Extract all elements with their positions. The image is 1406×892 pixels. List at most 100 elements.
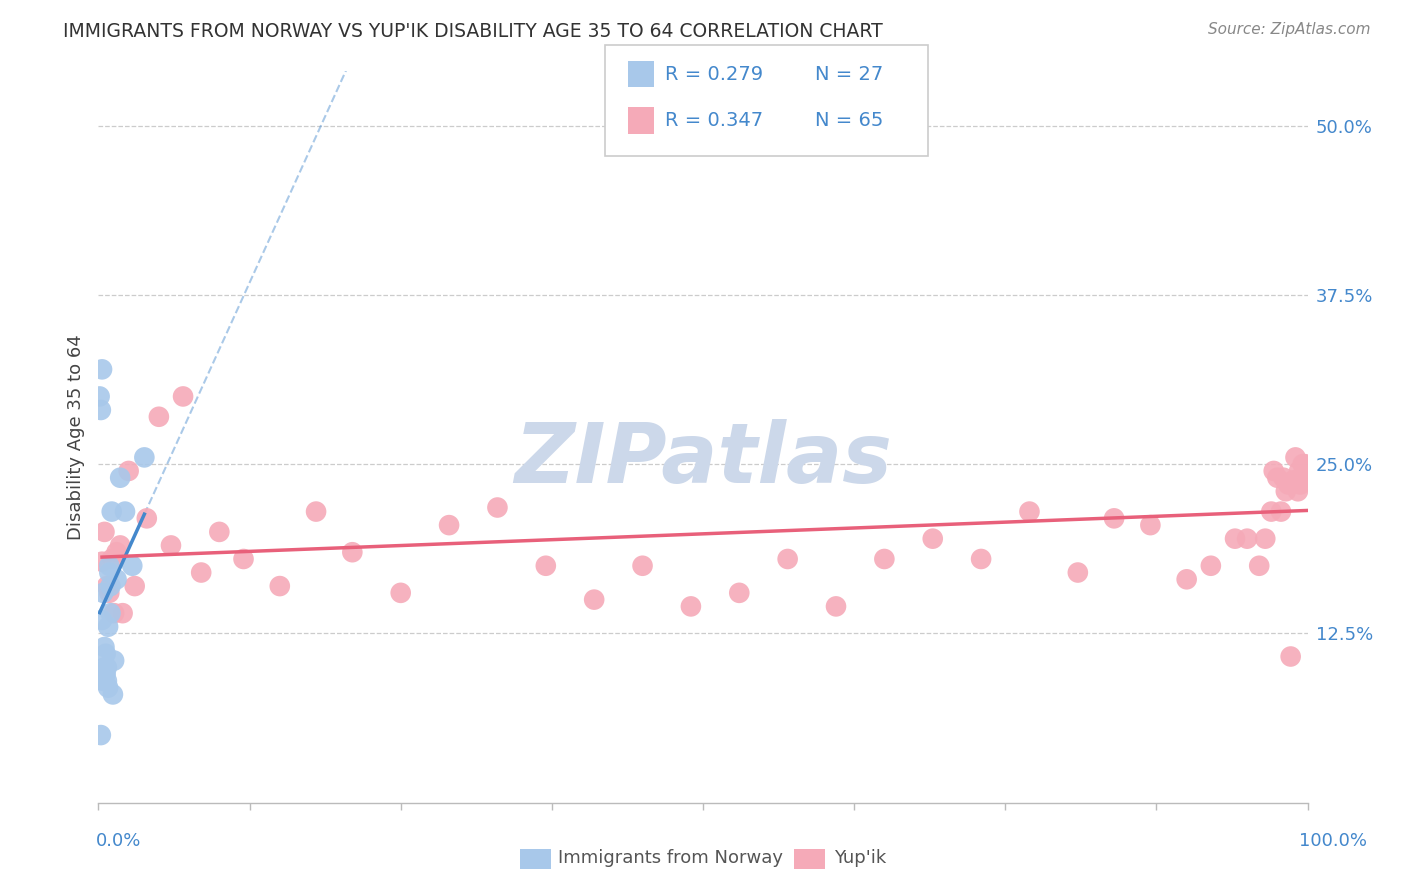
Point [160, 538, 183, 552]
Point [135, 511, 157, 525]
Point [1249, 558, 1271, 573]
Point [631, 558, 654, 573]
Point [1270, 505, 1292, 519]
Point [1275, 484, 1298, 499]
Text: 100.0%: 100.0% [1299, 832, 1367, 850]
Point [679, 599, 702, 614]
Point [105, 572, 128, 586]
Point [90, 403, 112, 417]
Point [98, 586, 121, 600]
Point [96, 660, 118, 674]
Point [100, 552, 122, 566]
Point [111, 606, 134, 620]
Point [1284, 450, 1306, 465]
Point [873, 552, 896, 566]
Y-axis label: Disability Age 35 to 64: Disability Age 35 to 64 [66, 334, 84, 540]
Point [1067, 566, 1090, 580]
Point [486, 500, 509, 515]
Point [94, 667, 117, 681]
Text: R = 0.347: R = 0.347 [665, 111, 763, 130]
Point [1296, 471, 1319, 485]
Point [776, 552, 799, 566]
Point [1296, 464, 1319, 478]
Point [108, 538, 131, 552]
Point [114, 505, 136, 519]
Point [1139, 518, 1161, 533]
Point [100, 579, 122, 593]
Text: Source: ZipAtlas.com: Source: ZipAtlas.com [1208, 22, 1371, 37]
Text: 0.0%: 0.0% [96, 832, 141, 850]
Point [305, 505, 328, 519]
Point [1295, 464, 1317, 478]
Text: ZIPatlas: ZIPatlas [515, 418, 891, 500]
Point [1267, 471, 1289, 485]
Point [97, 620, 120, 634]
Text: Yup'ik: Yup'ik [834, 849, 886, 867]
Point [91, 613, 114, 627]
Point [1295, 471, 1317, 485]
Point [1260, 505, 1282, 519]
Point [437, 518, 460, 533]
Point [101, 688, 124, 702]
Point [1288, 464, 1310, 478]
Text: R = 0.279: R = 0.279 [665, 64, 763, 84]
Point [825, 599, 848, 614]
Point [118, 464, 141, 478]
Point [98, 566, 121, 580]
Point [134, 450, 156, 465]
Point [91, 673, 114, 688]
Point [921, 532, 943, 546]
Point [100, 505, 122, 519]
Point [103, 606, 125, 620]
Point [970, 552, 993, 566]
Point [1018, 505, 1040, 519]
Text: N = 27: N = 27 [815, 64, 884, 84]
Point [91, 586, 114, 600]
Point [208, 524, 231, 539]
Point [269, 579, 291, 593]
Point [94, 647, 117, 661]
Text: N = 65: N = 65 [815, 111, 884, 130]
Point [1292, 457, 1315, 471]
Point [728, 586, 751, 600]
Point [98, 558, 121, 573]
Point [1223, 532, 1246, 546]
Point [93, 640, 115, 654]
Point [91, 362, 114, 376]
Point [389, 586, 412, 600]
Point [1279, 649, 1302, 664]
Point [93, 660, 115, 674]
Point [1263, 464, 1285, 478]
Point [96, 579, 118, 593]
Point [108, 471, 131, 485]
Point [1102, 511, 1125, 525]
Point [90, 728, 112, 742]
Point [1277, 477, 1299, 491]
Point [1289, 477, 1312, 491]
Point [342, 545, 364, 559]
Point [100, 606, 122, 620]
Point [1292, 464, 1315, 478]
Point [105, 545, 128, 559]
Point [103, 654, 125, 668]
Point [1272, 471, 1295, 485]
Point [121, 558, 143, 573]
Point [172, 389, 194, 403]
Point [124, 579, 146, 593]
Point [1199, 558, 1222, 573]
Point [1282, 474, 1305, 488]
Point [1254, 532, 1277, 546]
Point [1286, 484, 1309, 499]
Text: Immigrants from Norway: Immigrants from Norway [558, 849, 783, 867]
Point [583, 592, 606, 607]
Point [232, 552, 254, 566]
Point [534, 558, 557, 573]
Point [89, 389, 111, 403]
Point [1175, 572, 1198, 586]
Point [1236, 532, 1258, 546]
Point [97, 681, 120, 695]
Point [1294, 457, 1316, 471]
Point [96, 673, 118, 688]
Point [91, 555, 114, 569]
Text: IMMIGRANTS FROM NORWAY VS YUP'IK DISABILITY AGE 35 TO 64 CORRELATION CHART: IMMIGRANTS FROM NORWAY VS YUP'IK DISABIL… [63, 22, 883, 41]
